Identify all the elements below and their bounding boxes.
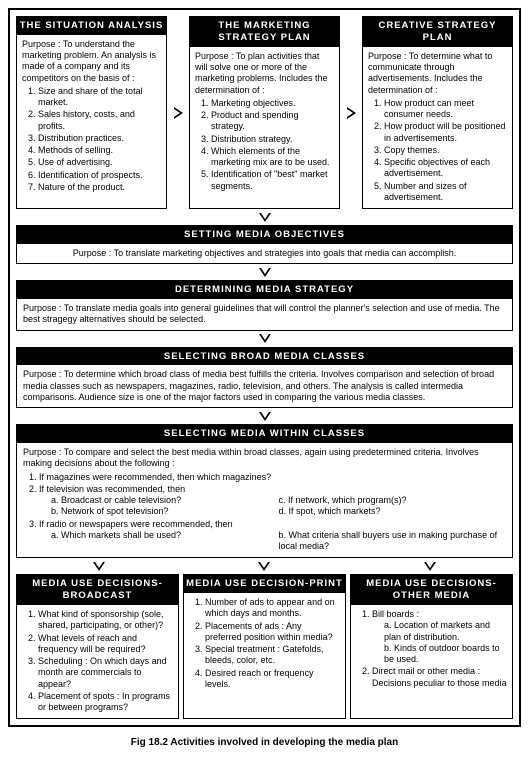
list-item: Scheduling : On which days and month are… <box>38 656 173 690</box>
arrow-down-icon <box>16 264 513 280</box>
media-strategy-box: DETERMINING MEDIA STRATEGY Purpose : To … <box>16 280 513 330</box>
arrow-down-icon <box>16 331 513 347</box>
list-item: Direct mail or other media : Decisions p… <box>372 666 507 689</box>
list-item: Distribution strategy. <box>211 134 334 145</box>
list-item: Identification of prospects. <box>38 170 161 181</box>
print-box: MEDIA USE DECISION-PRINT Number of ads t… <box>183 574 346 719</box>
other-list: Bill boards : a. Location of markets and… <box>356 609 507 689</box>
within-i3: If radio or newspapers were recommended,… <box>39 519 233 529</box>
list-item: How product can meet consumer needs. <box>384 98 507 121</box>
list-item: Distribution practices. <box>38 133 161 144</box>
list-item: Specific objectives of each advertisemen… <box>384 157 507 180</box>
list-item: Special treatment : Gatefolds, bleeds, c… <box>205 644 340 667</box>
broad-purpose: Purpose : To determine which broad class… <box>23 369 506 403</box>
other-media-box: MEDIA USE DECISIONS-OTHER MEDIA Bill boa… <box>350 574 513 719</box>
sub-item: b. Kinds of outdoor boards to be used. <box>384 643 507 666</box>
within-i2: If television was recommended, then <box>39 484 185 494</box>
situation-list: Size and share of the total market. Sale… <box>22 86 161 193</box>
broad-title: SELECTING BROAD MEDIA CLASSES <box>17 348 512 366</box>
situation-title: THE SITUATION ANALYSIS <box>17 17 166 35</box>
print-title: MEDIA USE DECISION-PRINT <box>184 575 345 593</box>
marketing-title: THE MARKETING STRATEGY PLAN <box>190 17 339 47</box>
sub-item: c. If network, which program(s)? <box>279 495 407 506</box>
list-item: Identification of "best" market segments… <box>211 169 334 192</box>
strategy-purpose: Purpose : To translate media goals into … <box>23 303 506 326</box>
other-sub: a. Location of markets and plan of distr… <box>372 620 507 665</box>
sub-item: a. Location of markets and plan of distr… <box>384 620 507 643</box>
media-objectives-box: SETTING MEDIA OBJECTIVES Purpose : To tr… <box>16 225 513 264</box>
creative-purpose: Purpose : To determine what to communica… <box>368 51 507 96</box>
list-item: Which elements of the marketing mix are … <box>211 146 334 169</box>
other-title: MEDIA USE DECISIONS-OTHER MEDIA <box>351 575 512 605</box>
print-list: Number of ads to appear and on which day… <box>189 597 340 690</box>
list-item: Use of advertising. <box>38 157 161 168</box>
list-item: What kind of sponsorship (sole, shared, … <box>38 609 173 632</box>
sub-item: a. Broadcast or cable television? <box>51 495 279 506</box>
diagram-frame: THE SITUATION ANALYSIS Purpose : To unde… <box>8 8 521 727</box>
list-item: Size and share of the total market. <box>38 86 161 109</box>
arrow-down-icon <box>16 408 513 424</box>
list-item: Placements of ads : Any preferred positi… <box>205 621 340 644</box>
marketing-purpose: Purpose : To plan activities that will s… <box>195 51 334 96</box>
creative-list: How product can meet consumer needs. How… <box>368 98 507 203</box>
list-item: Methods of selling. <box>38 145 161 156</box>
arrow-down-icon <box>258 562 270 571</box>
figure-caption: Fig 18.2 Activities involved in developi… <box>8 737 521 750</box>
sub-item: d. If spot, which markets? <box>279 506 381 517</box>
objectives-title: SETTING MEDIA OBJECTIVES <box>17 226 512 244</box>
situation-purpose: Purpose : To understand the marketing pr… <box>22 39 161 84</box>
list-item: Marketing objectives. <box>211 98 334 109</box>
creative-title: CREATIVE STRATEGY PLAN <box>363 17 512 47</box>
list-item: If magazines were recommended, then whic… <box>39 472 506 483</box>
list-item: Nature of the product. <box>38 182 161 193</box>
within-purpose: Purpose : To compare and select the best… <box>23 447 506 470</box>
list-item: Product and spending strategy. <box>211 110 334 133</box>
bottom-row: MEDIA USE DECISIONS-BROADCAST What kind … <box>16 574 513 719</box>
within-sub-tv: a. Broadcast or cable television?c. If n… <box>39 495 506 518</box>
arrow-down-icon <box>93 562 105 571</box>
list-item: How product will be positioned in advert… <box>384 121 507 144</box>
broad-classes-box: SELECTING BROAD MEDIA CLASSES Purpose : … <box>16 347 513 409</box>
arrow-right-icon <box>171 16 185 209</box>
list-item: If radio or newspapers were recommended,… <box>39 519 506 553</box>
list-item: Bill boards : a. Location of markets and… <box>372 609 507 665</box>
other-i1: Bill boards : <box>372 609 419 619</box>
arrow-right-icon <box>344 16 358 209</box>
list-item: Number of ads to appear and on which day… <box>205 597 340 620</box>
sub-item: a. Which markets shall be used? <box>51 530 279 553</box>
creative-strategy-box: CREATIVE STRATEGY PLAN Purpose : To dete… <box>362 16 513 209</box>
marketing-strategy-box: THE MARKETING STRATEGY PLAN Purpose : To… <box>189 16 340 209</box>
list-item: What levels of reach and frequency will … <box>38 633 173 656</box>
strategy-title: DETERMINING MEDIA STRATEGY <box>17 281 512 299</box>
arrow-down-icon <box>424 562 436 571</box>
list-item: Desired reach or frequency levels. <box>205 668 340 691</box>
sub-item: b. Network of spot television? <box>51 506 279 517</box>
list-item: If television was recommended, then a. B… <box>39 484 506 518</box>
within-sub-radio: a. Which markets shall be used?b. What c… <box>39 530 506 553</box>
list-item: Copy themes. <box>384 145 507 156</box>
situation-analysis-box: THE SITUATION ANALYSIS Purpose : To unde… <box>16 16 167 209</box>
list-item: Number and sizes of advertisement. <box>384 181 507 204</box>
arrow-down-icon <box>16 209 513 225</box>
list-item: Placement of spots : In programs or betw… <box>38 691 173 714</box>
top-row: THE SITUATION ANALYSIS Purpose : To unde… <box>16 16 513 209</box>
broadcast-box: MEDIA USE DECISIONS-BROADCAST What kind … <box>16 574 179 719</box>
broadcast-title: MEDIA USE DECISIONS-BROADCAST <box>17 575 178 605</box>
broadcast-list: What kind of sponsorship (sole, shared, … <box>22 609 173 713</box>
arrow-down-triple <box>16 558 513 574</box>
marketing-list: Marketing objectives. Product and spendi… <box>195 98 334 192</box>
within-title: SELECTING MEDIA WITHIN CLASSES <box>17 425 512 443</box>
within-list: If magazines were recommended, then whic… <box>23 472 506 553</box>
list-item: Sales history, costs, and profits. <box>38 109 161 132</box>
sub-item: b. What criteria shall buyers use in mak… <box>279 530 507 553</box>
within-classes-box: SELECTING MEDIA WITHIN CLASSES Purpose :… <box>16 424 513 558</box>
objectives-purpose: Purpose : To translate marketing objecti… <box>23 248 506 259</box>
